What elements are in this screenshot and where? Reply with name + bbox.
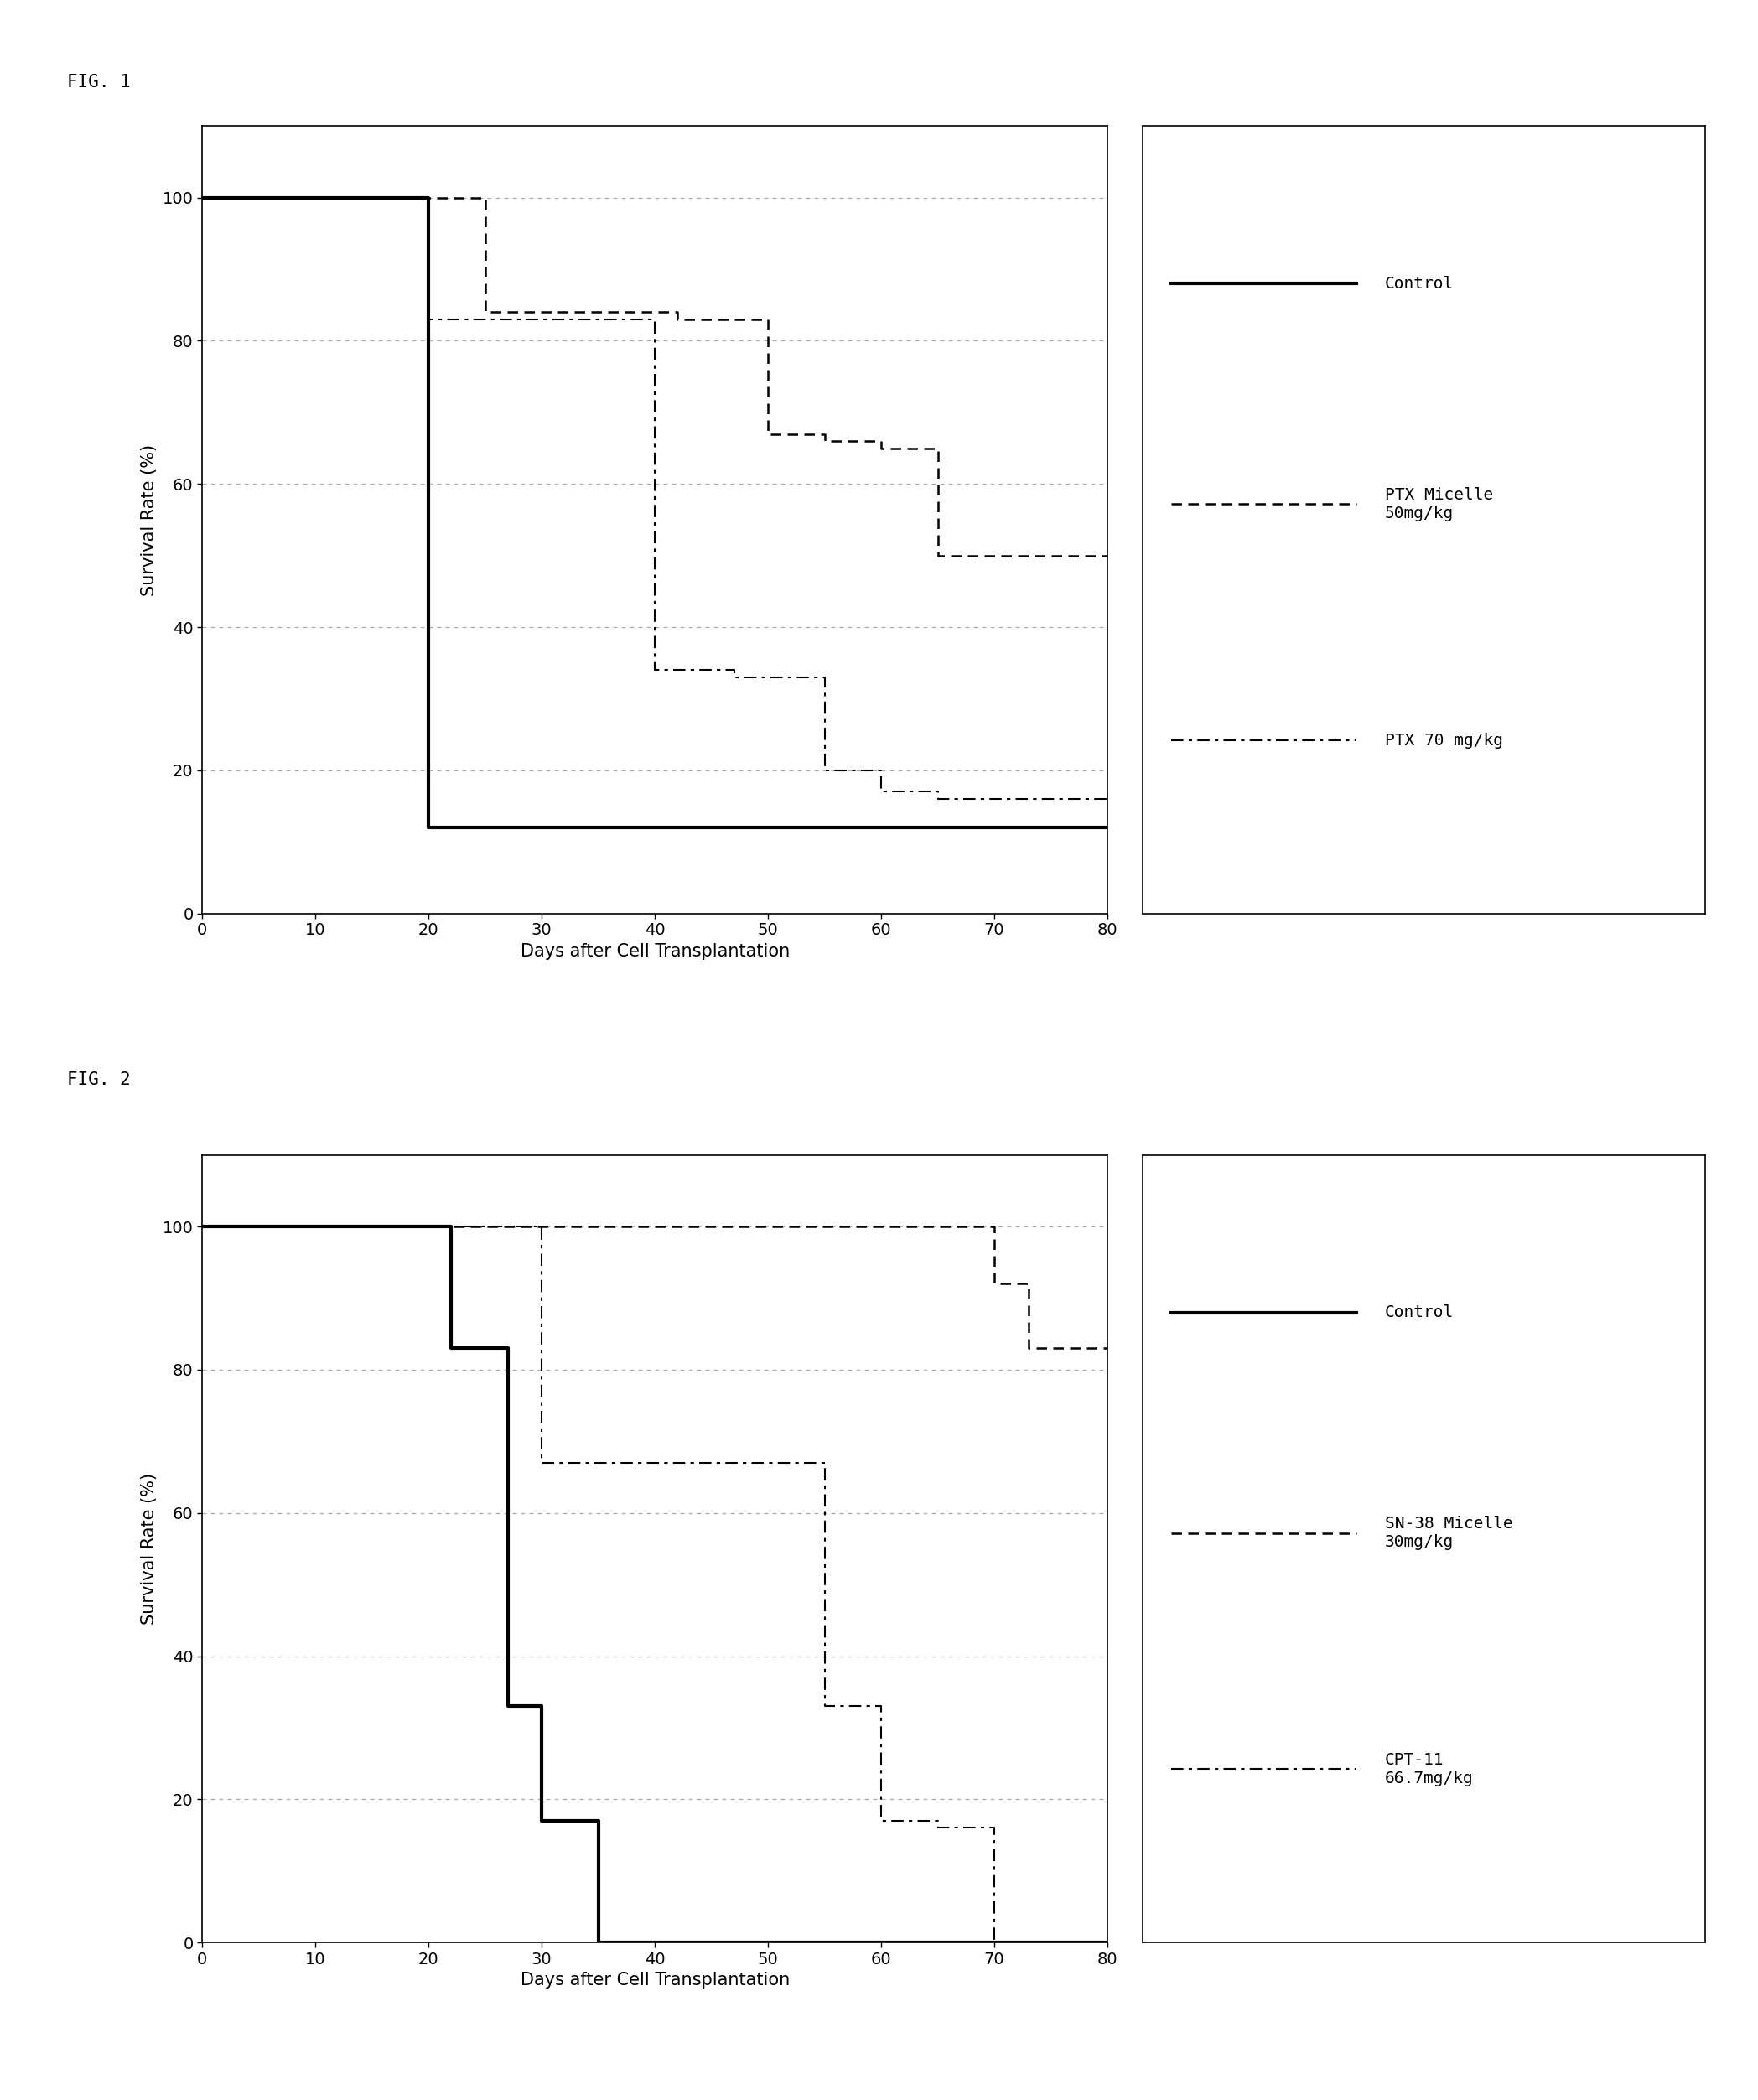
- Text: FIG. 2: FIG. 2: [67, 1071, 130, 1088]
- Text: PTX 70 mg/kg: PTX 70 mg/kg: [1385, 733, 1503, 748]
- Text: PTX Micelle
50mg/kg: PTX Micelle 50mg/kg: [1385, 487, 1493, 521]
- Text: SN-38 Micelle
30mg/kg: SN-38 Micelle 30mg/kg: [1385, 1516, 1512, 1550]
- Y-axis label: Survival Rate (%): Survival Rate (%): [141, 1472, 158, 1625]
- X-axis label: Days after Cell Transplantation: Days after Cell Transplantation: [520, 1972, 789, 1989]
- Y-axis label: Survival Rate (%): Survival Rate (%): [141, 443, 158, 596]
- Text: Control: Control: [1385, 1304, 1454, 1321]
- Text: FIG. 1: FIG. 1: [67, 74, 130, 90]
- X-axis label: Days after Cell Transplantation: Days after Cell Transplantation: [520, 943, 789, 960]
- Text: CPT-11
66.7mg/kg: CPT-11 66.7mg/kg: [1385, 1751, 1473, 1787]
- Text: Control: Control: [1385, 275, 1454, 292]
